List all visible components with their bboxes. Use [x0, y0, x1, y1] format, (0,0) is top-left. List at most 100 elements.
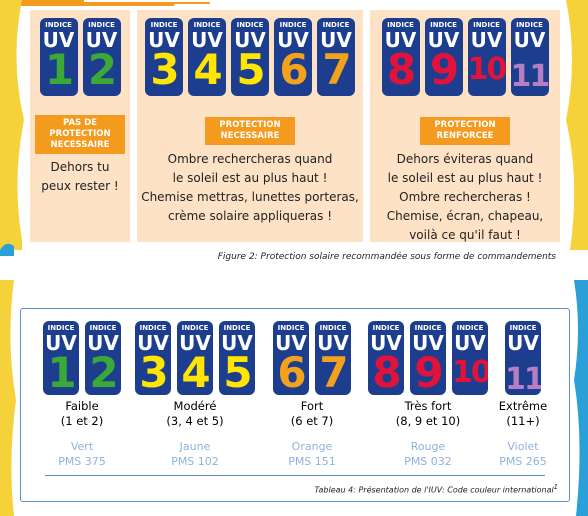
badge-number: 10: [452, 353, 488, 393]
number: 5: [236, 45, 265, 94]
badge-number: 5: [219, 352, 255, 394]
label-line: PAS DE: [63, 118, 97, 128]
figure-caption: Figure 2: Protection solaire recommandée…: [217, 252, 556, 262]
badge-label: INDICE: [89, 324, 117, 332]
advice-line: Ombre rechercheras !: [399, 190, 531, 204]
pms: PMS 375: [58, 455, 106, 468]
badge-label: INDICE: [193, 21, 221, 29]
level-name: Faible: [65, 399, 99, 413]
uv-badge: INDICE UV 5: [231, 18, 269, 96]
badge-number: 9: [410, 352, 446, 394]
pms: PMS 032: [404, 455, 452, 468]
uv-badge: INDICE UV 1: [39, 18, 78, 96]
label-line: NECESSAIRE: [220, 131, 280, 141]
label-line: NECESSAIRE: [50, 140, 110, 150]
arrow: [0, 2, 210, 4]
badge-number: 1: [40, 49, 78, 91]
uv-badge: INDICE UV 8: [368, 321, 404, 395]
number: 2: [87, 45, 117, 94]
badge-label: INDICE: [45, 21, 72, 29]
badge-label: INDICE: [88, 21, 115, 29]
badge-number: 7: [317, 49, 355, 91]
color-name: Violet: [507, 440, 539, 453]
badge-number: 10: [468, 50, 506, 90]
badge-label: INDICE: [139, 324, 167, 332]
arrow: [0, 0, 84, 2]
number: 9: [414, 348, 443, 395]
badge-number: 7: [315, 352, 351, 394]
badge-label: INDICE: [387, 21, 414, 29]
uv-badge: INDICE UV 3: [145, 18, 183, 96]
advice-line: crème solaire appliqueras !: [167, 209, 333, 223]
badge-label: INDICE: [430, 21, 457, 29]
advice: Ombre rechercheras quand le soleil est au…: [137, 150, 363, 226]
badge-number: 8: [368, 352, 404, 394]
uv-badge: INDICE UV 7: [317, 18, 355, 96]
badge-label: INDICE: [150, 21, 178, 29]
color-name: Jaune: [179, 440, 211, 453]
badge-unit: UV: [277, 28, 309, 52]
table-caption: Tableau 4: Présentation de l'IUV: Code c…: [314, 483, 558, 495]
protection-label: PAS DE PROTECTION NECESSAIRE: [35, 115, 125, 154]
badge-unit: UV: [454, 331, 486, 355]
badge-label: INDICE: [279, 21, 307, 29]
number: 1: [47, 348, 76, 395]
level-range: (11+): [506, 414, 540, 428]
level-name: Extrême: [498, 399, 548, 413]
badge-unit: UV: [234, 28, 266, 52]
badge-unit: UV: [513, 28, 546, 52]
level-name: Modéré: [173, 399, 217, 413]
badge-unit: UV: [384, 28, 417, 52]
uv-badge: INDICE UV 5: [219, 321, 255, 395]
label-line: PROTECTION: [434, 120, 496, 130]
advice-line: Ombre rechercheras quand: [167, 152, 333, 166]
uv-badge: INDICE UV 6: [274, 18, 312, 96]
uv-badge: INDICE UV 9: [410, 321, 446, 395]
protection-label: PROTECTION NECESSAIRE: [205, 117, 295, 145]
pms: PMS 151: [288, 455, 336, 468]
arrow: [0, 4, 174, 6]
badge-label: INDICE: [322, 21, 350, 29]
badge-unit: UV: [221, 331, 253, 355]
color-name: Vert: [70, 440, 94, 453]
badge-number: 3: [145, 49, 183, 91]
color-name: Orange: [291, 440, 333, 453]
advice-line: Chemise, écran, chapeau,: [386, 209, 544, 223]
level-range: (1 et 2): [60, 414, 104, 428]
label-line: RENFORCEE: [436, 131, 494, 141]
badge-label: INDICE: [473, 21, 500, 29]
badge-unit: UV: [275, 331, 307, 355]
badge-unit: UV: [179, 331, 211, 355]
badge-number: 4: [188, 49, 226, 91]
advice-line: Chemise mettras, lunettes porteras,: [141, 190, 359, 204]
number: 10: [452, 355, 488, 390]
badge-number: 6: [273, 352, 309, 394]
badge-number: 1: [43, 352, 79, 394]
uv-badge: INDICE UV 1: [43, 321, 79, 395]
badge-number: 2: [85, 352, 121, 394]
protection-label: PROTECTION RENFORCEE: [420, 117, 510, 145]
badge-unit: UV: [137, 331, 169, 355]
number: 2: [89, 348, 118, 395]
number: 11: [510, 59, 549, 94]
advice: Dehors éviteras quand le soleil est au pl…: [370, 150, 560, 245]
level-range: (6 et 7): [290, 414, 334, 428]
badge-unit: UV: [320, 28, 352, 52]
number: 4: [181, 348, 210, 395]
label-line: PROTECTION: [49, 129, 111, 139]
advice-line: le soleil est au plus haut !: [172, 171, 328, 185]
table-frame: [20, 308, 570, 502]
number: 6: [277, 348, 306, 395]
label-line: PROTECTION: [219, 120, 281, 130]
badge-unit: UV: [427, 28, 460, 52]
number: 4: [193, 45, 222, 94]
badge-number: 4: [177, 352, 213, 394]
badge-unit: UV: [85, 28, 118, 52]
level-name: Très fort: [404, 399, 452, 413]
uv-badge: INDICE UV 4: [188, 18, 226, 96]
advice-line: Dehors éviteras quand: [396, 152, 534, 166]
badge-unit: UV: [317, 331, 349, 355]
